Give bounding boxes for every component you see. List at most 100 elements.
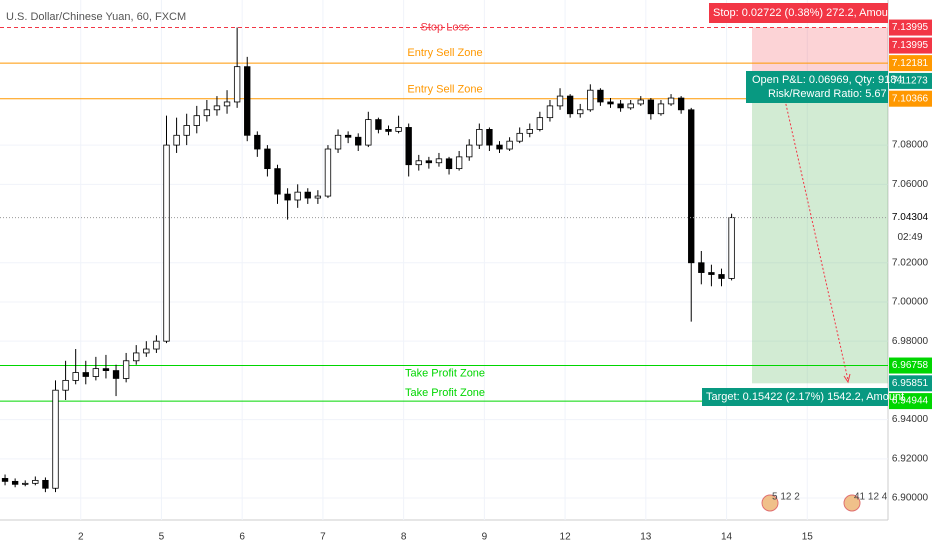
candle-body [153,340,160,350]
event-label: 41 12 4 [854,492,888,503]
pnl-label: Open P&L: 0.06969, Qty: 9184 [752,74,902,86]
candle-body [183,125,190,136]
candle-body [32,479,39,484]
candle-body [254,134,261,150]
candle-body [324,148,332,197]
candle-body [385,129,392,132]
candle-body [294,191,301,201]
target-zone [752,80,888,384]
candle-body [22,482,29,485]
event-label: 5 12 2 [772,492,800,503]
price-box [889,375,932,392]
candle-body [52,389,59,489]
price-box-label: 7.13995 [892,40,929,51]
candle-body [355,136,362,146]
level-label: Stop Loss [421,21,470,33]
x-tick-label: 8 [401,532,407,543]
candle-body [244,66,251,136]
candle-body [486,129,493,146]
candle-body [82,372,89,377]
event-icon [761,494,779,512]
candle-body [42,479,49,489]
target-label-box [702,388,888,406]
candle-body [536,117,544,130]
stop-label-box [709,3,888,23]
candle-body [718,274,725,279]
candle-body [143,348,150,354]
candle-body [274,168,281,195]
candle-body [304,191,311,199]
candle-body [213,105,221,111]
y-tick-label: 7.06000 [892,179,929,190]
candle-body [223,101,231,107]
y-tick-label: 6.94000 [892,414,929,425]
candle-body [556,95,564,107]
candle-body [435,158,443,164]
candle-body [133,352,140,362]
price-box [889,357,932,374]
x-tick-label: 6 [239,532,245,543]
price-box-label: 6.94944 [892,396,929,407]
price-box-label: 7.13995 [892,22,929,33]
candle-body [546,105,554,119]
candle-body [647,99,655,115]
candle-body [102,368,110,371]
ratio-label: Risk/Reward Ratio: 5.67 [768,88,887,100]
level-label: Entry Sell Zone [407,47,482,59]
candle-body [516,132,523,142]
arrow-head [843,373,851,384]
price-box [889,90,932,107]
target-label: Target: 0.15422 (2.17%) 1542.2, Amount [706,391,904,403]
candle-body [455,156,463,170]
x-tick-label: 12 [560,532,572,543]
stop-label: Stop: 0.02722 (0.38%) 272.2, Amount [713,7,897,19]
price-box-label: 6.95851 [892,378,929,389]
candle-body [597,89,604,103]
candle-body [344,134,352,138]
candle-body [708,272,715,275]
candle-body [284,193,291,201]
price-box-label: 7.12181 [892,58,929,69]
candle-body [375,119,382,130]
price-box [889,37,932,54]
candle-body [627,103,634,109]
chart-title: U.S. Dollar/Chinese Yuan, 60, FXCM [6,11,186,23]
candle-body [698,262,705,273]
pnl-label-box [746,71,888,103]
candle-body [233,66,241,103]
candle-body [11,480,19,485]
candle-body [587,89,594,111]
candle-body [203,109,211,117]
x-tick-label: 14 [721,532,733,543]
candle-body [667,97,675,105]
y-tick-label: 7.02000 [892,257,929,268]
candle-body [496,144,503,150]
candle-body [72,372,79,381]
candle-body [264,148,271,170]
candle-body [314,195,322,199]
level-label: Take Profit Zone [405,387,485,399]
x-tick-label: 9 [482,532,488,543]
price-box-label: 6.96758 [892,360,929,371]
event-icon [843,494,861,512]
candle-body [415,160,422,166]
candle-body [122,360,130,379]
candle-body [577,109,584,115]
candle-body [163,144,170,342]
current-price-label: 7.04304 [892,212,929,223]
y-tick-label: 6.90000 [892,493,929,504]
candle-body [425,160,433,164]
candle-body [395,127,402,132]
price-box-label: 7.11273 [892,76,928,87]
price-box [889,55,932,72]
candle-body [62,379,69,391]
candle-body [1,478,9,482]
y-tick-label: 6.98000 [892,336,929,347]
candle-body [688,109,695,264]
x-tick-label: 5 [159,532,165,543]
candle-body [445,158,453,170]
candle-body [677,97,685,111]
candle-body [173,134,180,146]
candle-body [637,99,644,105]
x-tick-label: 7 [320,532,326,543]
